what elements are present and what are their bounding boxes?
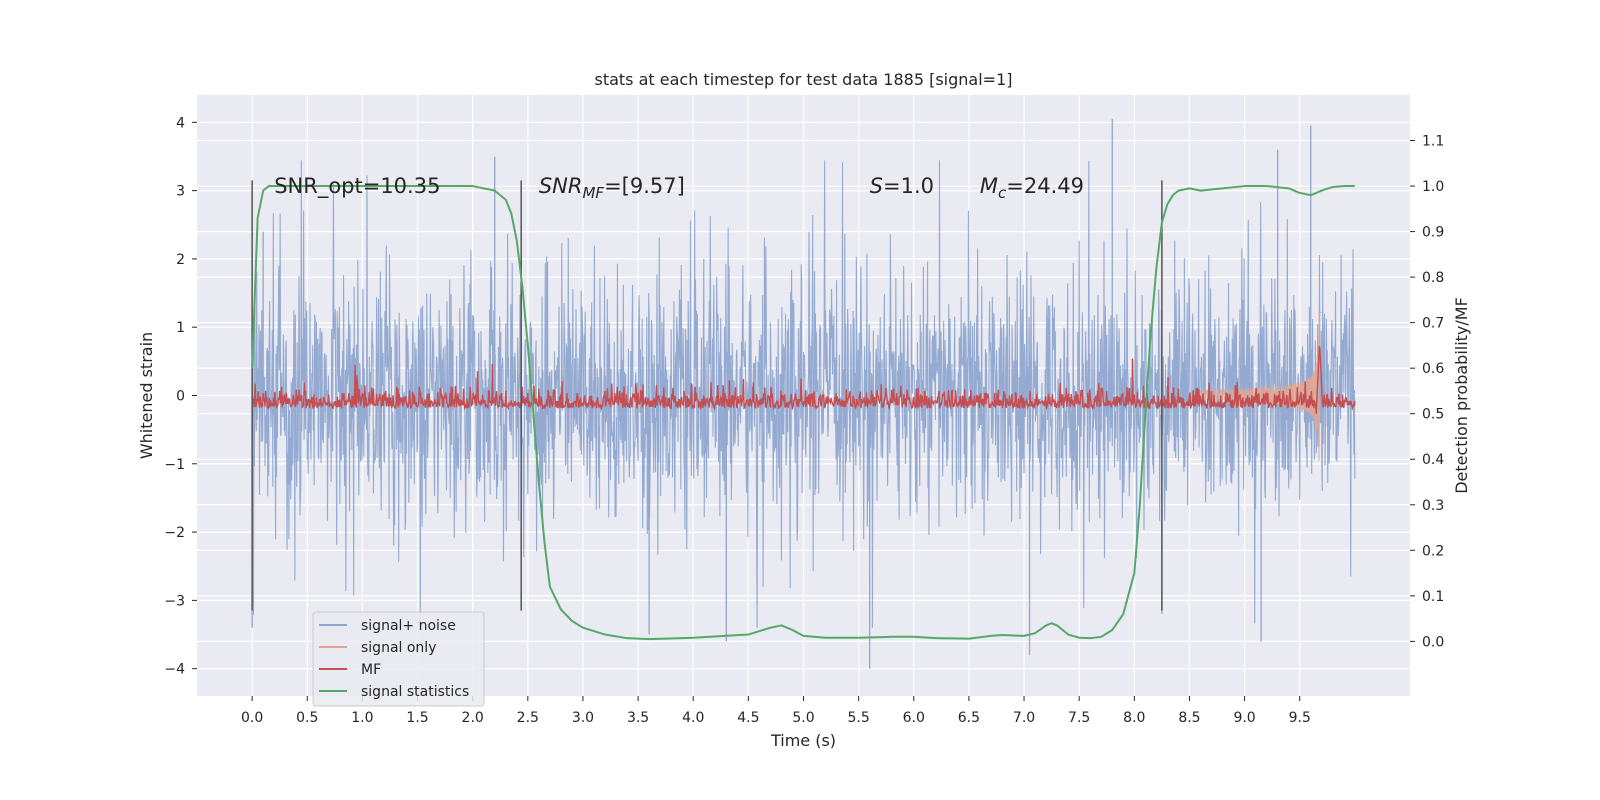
x-tick-label-17: 8.5 (1178, 710, 1200, 726)
x-tick-labels: 0.0 0.5 1.0 1.5 2.0 2.5 3.0 3.5 4.0 4.5 5.0 5.5 6.0 6… (241, 696, 1311, 726)
y-tick-label-8: −4 (164, 662, 185, 678)
chart-title: stats at each timestep for test data 188… (594, 70, 1012, 89)
y2-tick-label-5: 0.6 (1422, 361, 1444, 377)
y-tick-label-3: 1 (176, 320, 185, 336)
y2-tick-labels: 1.1 1.0 0.9 0.8 0.7 0.6 0.5 0.4 0.3 0.2 0.1 0.0 (1410, 134, 1444, 650)
x-tick-label-5: 2.5 (517, 710, 539, 726)
y2-tick-label-1: 1.0 (1422, 179, 1444, 195)
x-tick-label-8: 4.0 (682, 710, 704, 726)
legend-box (312, 611, 485, 707)
vertical-markers (251, 180, 1163, 611)
y-tick-label-5: −1 (164, 457, 185, 473)
y-axis-label: Whitened strain (137, 332, 156, 459)
y2-axis-label: Detection probability/MF (1452, 297, 1471, 494)
y2-tick-label-6: 0.5 (1422, 407, 1444, 423)
y2-tick-label-11: 0.0 (1422, 634, 1444, 650)
legend: signal+ noise signal only MF signal statist… (312, 611, 485, 707)
y-tick-label-4: 0 (176, 389, 185, 405)
y-tick-labels: 4 3 2 1 0 −1 −2 −3 −4 (164, 115, 197, 678)
y2-tick-label-3: 0.8 (1422, 270, 1444, 286)
y2-tick-label-9: 0.2 (1422, 543, 1444, 559)
annotation-2: S=1.0 (870, 174, 934, 198)
signal-statistics-line (251, 185, 1355, 641)
y-tick-label-6: −2 (164, 525, 185, 541)
x-tick-label-10: 5.0 (792, 710, 814, 726)
y-tick-label-7: −3 (164, 593, 185, 609)
x-tick-label-12: 6.0 (903, 710, 925, 726)
x-tick-label-0: 0.0 (241, 710, 263, 726)
x-tick-label-2: 1.0 (351, 710, 373, 726)
x-tick-label-15: 7.5 (1068, 710, 1090, 726)
annotation-1: SNRMF=[9.57] (539, 174, 685, 202)
x-tick-label-1: 0.5 (296, 710, 318, 726)
x-tick-label-19: 9.5 (1289, 710, 1311, 726)
x-tick-label-11: 5.5 (848, 710, 870, 726)
y-tick-label-1: 3 (176, 184, 185, 200)
x-tick-label-16: 8.0 (1123, 710, 1145, 726)
annotations: SNR_opt=10.35 SNRMF=[9.57] S=1.0 Mc=24.49 (274, 174, 1084, 202)
x-tick-label-9: 4.5 (737, 710, 759, 726)
x-tick-label-14: 7.0 (1013, 710, 1035, 726)
signal-noise-line (251, 160, 1356, 628)
x-tick-label-3: 1.5 (406, 710, 428, 726)
legend-label-2: MF (361, 662, 381, 678)
x-tick-label-7: 3.5 (627, 710, 649, 726)
annotation-3: Mc=24.49 (980, 174, 1084, 202)
y2-tick-label-2: 0.9 (1422, 225, 1444, 241)
y-tick-label-2: 2 (176, 252, 185, 268)
legend-label-3: signal statistics (361, 684, 469, 700)
y-tick-label-0: 4 (176, 115, 185, 131)
y2-tick-label-4: 0.7 (1422, 316, 1444, 332)
legend-label-1: signal only (361, 640, 436, 656)
y2-tick-label-10: 0.1 (1422, 589, 1444, 605)
legend-label-0: signal+ noise (361, 618, 456, 634)
signal-statistics-series (251, 185, 1355, 641)
annotation-0: SNR_opt=10.35 (274, 174, 440, 199)
y2-tick-label-8: 0.3 (1422, 498, 1444, 514)
x-tick-label-13: 6.5 (958, 710, 980, 726)
x-tick-label-6: 3.0 (572, 710, 594, 726)
y2-tick-label-0: 1.1 (1422, 134, 1444, 150)
y2-tick-label-7: 0.4 (1422, 452, 1444, 468)
mf-series (251, 346, 1356, 414)
x-axis-label: Time (s) (770, 731, 836, 750)
x-tick-label-4: 2.0 (462, 710, 484, 726)
mf-line (251, 346, 1356, 414)
x-tick-label-18: 9.0 (1233, 710, 1255, 726)
